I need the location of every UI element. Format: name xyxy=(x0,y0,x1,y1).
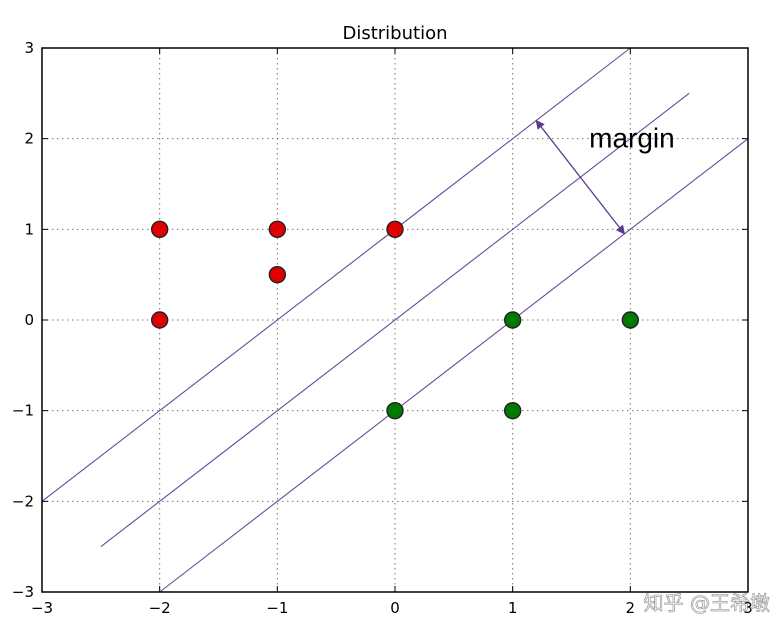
data-point-series-0 xyxy=(150,311,169,329)
y-tick-label: 3 xyxy=(24,39,34,57)
y-tick-label: −3 xyxy=(12,583,34,601)
margin-arrow xyxy=(535,119,626,235)
margin-label: margin xyxy=(589,123,675,154)
x-tick-label: −2 xyxy=(149,599,171,617)
x-axis-ticks: −3 −2 −1 0 1 2 3 xyxy=(31,48,753,617)
data-point-series-1 xyxy=(503,311,522,329)
x-tick-label: 1 xyxy=(508,599,518,617)
separator-line-2 xyxy=(159,138,749,593)
y-tick-label: −1 xyxy=(12,402,34,420)
separator-line-0 xyxy=(41,47,631,502)
y-axis-ticks: −3 −2 −1 0 1 2 3 xyxy=(12,39,748,601)
watermark: 知乎 @王希墩 xyxy=(644,591,770,615)
data-point-series-1 xyxy=(621,311,640,329)
annotations: margin xyxy=(589,123,675,154)
data-point-series-0 xyxy=(268,265,287,284)
x-tick-label: 3 xyxy=(743,599,753,617)
y-tick-label: −2 xyxy=(12,492,34,510)
y-tick-label: 1 xyxy=(24,220,34,238)
y-tick-label: 2 xyxy=(24,130,34,148)
y-tick-label: 0 xyxy=(24,311,34,329)
data-point-series-0 xyxy=(386,220,404,239)
data-point-series-0 xyxy=(150,220,169,239)
data-point-series-1 xyxy=(503,401,522,420)
data-point-series-1 xyxy=(386,401,404,420)
x-tick-label: −3 xyxy=(31,599,53,617)
x-tick-label: 2 xyxy=(626,599,636,617)
x-tick-label: −1 xyxy=(266,599,288,617)
data-points xyxy=(150,220,640,420)
data-point-series-0 xyxy=(268,220,287,239)
chart-title: Distribution xyxy=(342,23,447,44)
x-tick-label: 0 xyxy=(390,599,400,617)
margin-arrow-group xyxy=(535,119,626,235)
